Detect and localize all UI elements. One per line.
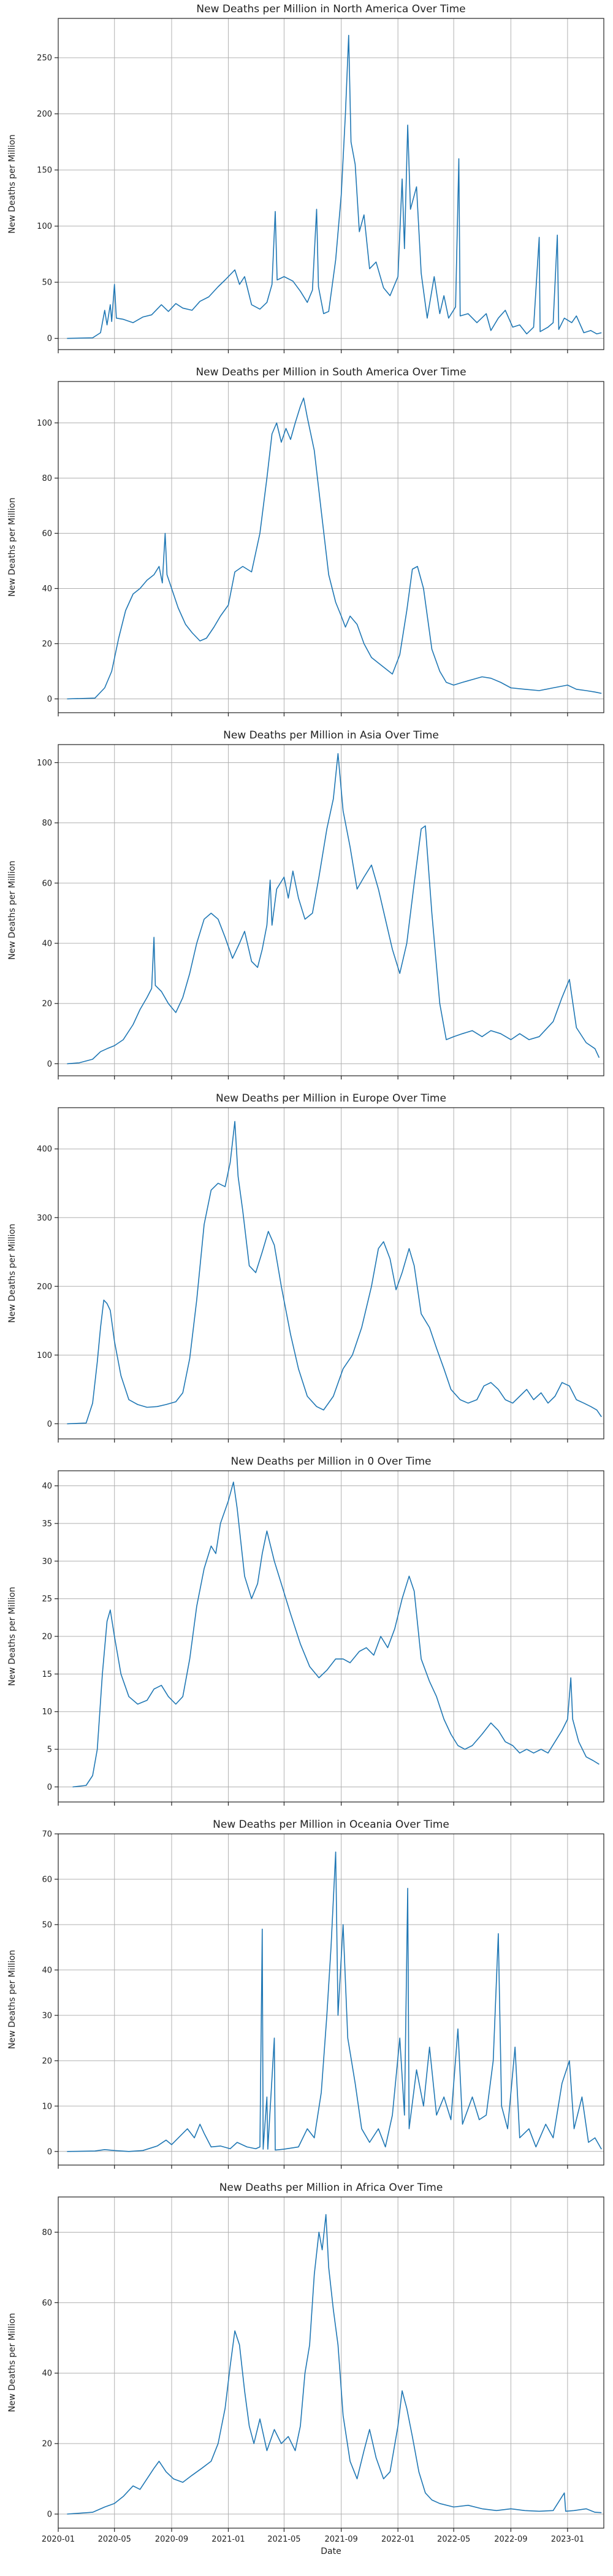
y-axis-label: New Deaths per Million xyxy=(7,497,17,597)
y-tick-label: 60 xyxy=(42,2299,52,2308)
y-axis-label: New Deaths per Million xyxy=(7,134,17,234)
y-tick-label: 0 xyxy=(47,1060,52,1069)
y-tick-label: 400 xyxy=(37,1145,52,1154)
subplot-1: New Deaths per Million in North America … xyxy=(7,3,604,353)
subplot-6: New Deaths per Million in Oceania Over T… xyxy=(7,1819,604,2169)
y-tick-label: 60 xyxy=(42,879,52,888)
series-line xyxy=(67,2214,602,2515)
series-line xyxy=(67,34,602,339)
series-line xyxy=(67,753,600,1065)
y-tick-label: 40 xyxy=(42,1482,52,1491)
plot-frame xyxy=(58,381,604,713)
y-tick-label: 100 xyxy=(37,222,52,231)
y-tick-label: 0 xyxy=(47,2510,52,2520)
chart-title: New Deaths per Million in Europe Over Ti… xyxy=(216,1092,446,1105)
chart-title: New Deaths per Million in North America … xyxy=(196,3,465,15)
y-tick-label: 50 xyxy=(42,1920,52,1930)
y-tick-label: 60 xyxy=(42,529,52,539)
y-axis-label: New Deaths per Million xyxy=(7,1224,17,1323)
y-tick-label: 0 xyxy=(47,1420,52,1429)
x-tick-label: 2022-05 xyxy=(437,2535,470,2544)
y-axis-label: New Deaths per Million xyxy=(7,2313,17,2412)
y-tick-label: 0 xyxy=(47,334,52,343)
y-tick-label: 40 xyxy=(42,1966,52,1975)
plot-frame xyxy=(58,744,604,1076)
x-tick-label: 2020-01 xyxy=(42,2535,75,2544)
x-tick-label: 2022-01 xyxy=(381,2535,414,2544)
y-tick-label: 300 xyxy=(37,1214,52,1223)
x-axis-label: Date xyxy=(321,2547,341,2556)
y-tick-label: 80 xyxy=(42,474,52,483)
series-line xyxy=(67,1851,602,2152)
series-line xyxy=(67,397,602,700)
y-tick-label: 0 xyxy=(47,1783,52,1792)
x-tick-label: 2021-05 xyxy=(267,2535,300,2544)
y-tick-label: 10 xyxy=(42,2102,52,2111)
chart-title: New Deaths per Million in Oceania Over T… xyxy=(213,1819,449,1831)
y-tick-label: 20 xyxy=(42,2440,52,2449)
y-tick-label: 0 xyxy=(47,2147,52,2156)
y-tick-label: 0 xyxy=(47,695,52,704)
subplot-4: New Deaths per Million in Europe Over Ti… xyxy=(7,1092,604,1443)
y-tick-label: 100 xyxy=(37,1351,52,1360)
y-tick-label: 20 xyxy=(42,1000,52,1009)
y-tick-label: 250 xyxy=(37,54,52,63)
y-tick-label: 35 xyxy=(42,1519,52,1528)
y-tick-label: 15 xyxy=(42,1670,52,1679)
y-tick-label: 40 xyxy=(42,940,52,949)
x-tick-label: 2021-01 xyxy=(211,2535,245,2544)
y-tick-label: 20 xyxy=(42,640,52,649)
series-line xyxy=(67,1121,602,1425)
chart-title: New Deaths per Million in Africa Over Ti… xyxy=(219,2182,443,2194)
y-tick-label: 200 xyxy=(37,1282,52,1292)
y-tick-label: 50 xyxy=(42,278,52,288)
subplot-5: New Deaths per Million in 0 Over Time New… xyxy=(7,1455,604,1806)
y-tick-label: 10 xyxy=(42,1708,52,1717)
plot-frame xyxy=(58,18,604,350)
y-tick-label: 80 xyxy=(42,2228,52,2237)
x-tick-label: 2020-05 xyxy=(98,2535,131,2544)
y-tick-label: 25 xyxy=(42,1595,52,1604)
y-tick-label: 20 xyxy=(42,1633,52,1642)
plot-frame xyxy=(58,1107,604,1439)
chart-title: New Deaths per Million in Asia Over Time xyxy=(223,729,439,742)
subplot-3: New Deaths per Million in Asia Over Time… xyxy=(7,729,604,1079)
y-tick-label: 100 xyxy=(37,759,52,768)
y-tick-label: 150 xyxy=(37,166,52,175)
y-tick-label: 30 xyxy=(42,1557,52,1566)
y-axis-label: New Deaths per Million xyxy=(7,861,17,960)
plot-frame xyxy=(58,2196,604,2529)
chart-title: New Deaths per Million in 0 Over Time xyxy=(231,1455,432,1468)
y-tick-label: 40 xyxy=(42,2369,52,2379)
y-tick-label: 200 xyxy=(37,110,52,119)
y-axis-label: New Deaths per Million xyxy=(7,1950,17,2049)
x-tick-label: 2020-09 xyxy=(155,2535,188,2544)
y-tick-label: 30 xyxy=(42,2011,52,2020)
y-tick-label: 40 xyxy=(42,585,52,594)
series-line xyxy=(72,1481,600,1788)
y-tick-label: 80 xyxy=(42,819,52,828)
x-tick-label: 2022-09 xyxy=(494,2535,527,2544)
y-tick-label: 70 xyxy=(42,1830,52,1839)
y-tick-label: 5 xyxy=(47,1746,52,1755)
y-tick-label: 20 xyxy=(42,2057,52,2066)
plot-frame xyxy=(58,1833,604,2166)
subplot-2: New Deaths per Million in South America … xyxy=(7,366,604,716)
y-tick-label: 100 xyxy=(37,419,52,428)
subplot-7: New Deaths per Million in Africa Over Ti… xyxy=(7,2182,604,2556)
x-tick-label: 2023-01 xyxy=(551,2535,584,2544)
plot-frame xyxy=(58,1470,604,1803)
y-tick-label: 60 xyxy=(42,1875,52,1884)
y-axis-label: New Deaths per Million xyxy=(7,1587,17,1686)
chart-title: New Deaths per Million in South America … xyxy=(196,366,466,378)
x-tick-label: 2021-09 xyxy=(325,2535,358,2544)
